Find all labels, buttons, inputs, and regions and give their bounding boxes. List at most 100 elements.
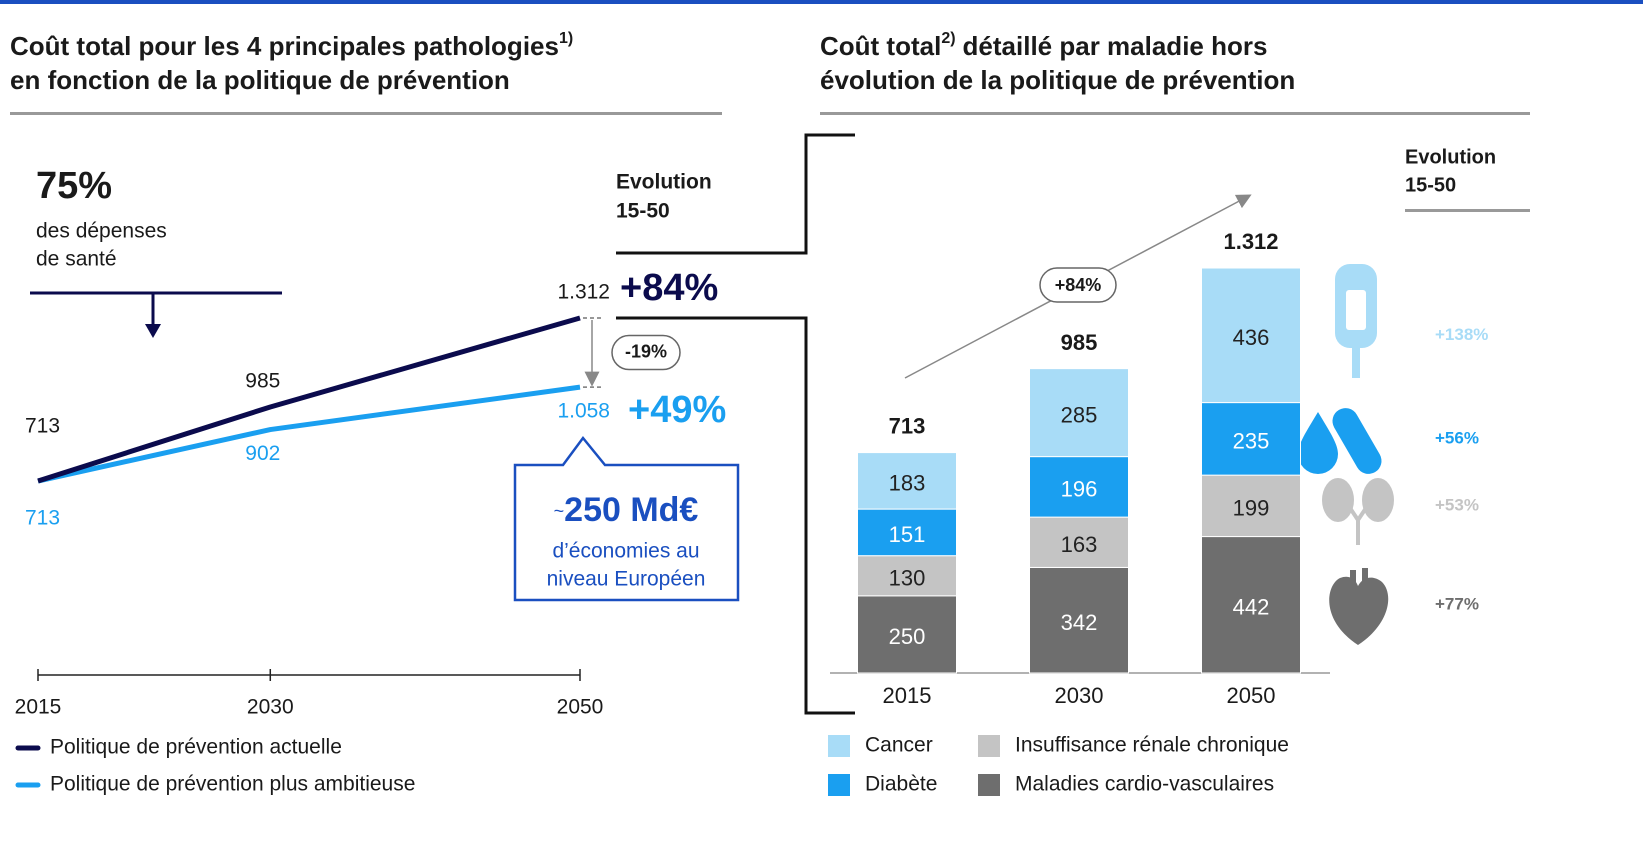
icon-shape [1352,348,1360,378]
segment-label: 285 [1061,402,1098,427]
segment-label: 250 [889,624,926,649]
growth-label: +56% [1435,428,1479,447]
gap-label: -19% [625,341,667,361]
savings-text: niveau Européen [547,568,706,591]
bar-segment [1201,402,1301,476]
title-footnote: 2) [941,30,955,47]
title-text: Coût total [820,31,941,61]
legend-label: Insuffisance rénale chronique [1015,734,1289,757]
bar-segment [857,452,957,510]
bar-segment [1029,368,1129,458]
total-label: 713 [889,414,926,439]
bar-segment [1201,267,1301,404]
top-rule [0,0,1643,4]
chart-subtitle: évolution de la politique de prévention [820,65,1295,95]
bar-segment [1029,566,1129,674]
segment-label: 436 [1233,325,1270,350]
legend-swatch [978,735,1000,757]
icon-shape [1350,570,1356,584]
icon-shape [1346,290,1366,330]
bar-segment [1029,456,1129,518]
title-text: Coût total pour les 4 principales pathol… [10,31,559,61]
bar-segment [1201,536,1301,674]
icon-shape [1329,576,1389,645]
legend-label: Politique de prévention plus ambitieuse [50,773,415,796]
savings-value: ~250 Md€ [554,491,699,529]
savings-callout [513,435,740,602]
bar-segment [857,595,957,674]
line-series [37,315,581,484]
share-text: des dépenses [36,220,167,243]
segment-label: 235 [1233,429,1270,454]
bracket [616,316,855,715]
heart-icon [1329,568,1389,645]
trend-label: +84% [1055,275,1102,295]
total-label: 1.312 [1223,229,1278,254]
value-label: 1.058 [557,400,610,423]
segment-label: 196 [1061,477,1098,502]
evolution-title: 15-50 [1405,174,1456,196]
growth-label: +49% [628,389,726,431]
glucose-icon [1335,264,1377,378]
trend-oval [1039,267,1117,303]
icon-shape [1332,408,1382,474]
x-tick-label: 2030 [247,696,294,719]
evolution-title: Evolution [1405,146,1496,168]
icon-shape [1362,478,1394,522]
growth-label: +84% [620,267,718,309]
chart-title: Coût total pour les 4 principales pathol… [10,30,573,61]
value-label: 1.312 [557,281,610,304]
legend-swatch [828,774,850,796]
icon-shape [1346,503,1370,545]
icon-shape [1298,412,1338,474]
savings-amount: 250 Md€ [564,491,698,529]
title-footnote: 1) [559,30,573,47]
kidney-icon [1322,478,1394,545]
evolution-title: Evolution [616,171,712,194]
legend-label: Politique de prévention actuelle [50,736,342,759]
chart-subtitle: en fonction de la politique de préventio… [10,65,510,95]
legend-swatch [978,774,1000,796]
value-label: 902 [245,442,280,465]
share-text: de santé [36,248,117,271]
value-label: 713 [25,415,60,438]
legend-label: Maladies cardio-vasculaires [1015,773,1274,796]
growth-label: +53% [1435,495,1479,514]
x-tick-label: 2015 [883,683,932,708]
x-tick-label: 2030 [1055,683,1104,708]
value-label: 713 [25,507,60,530]
evolution-rule [1405,209,1530,212]
share-value: 75% [36,165,112,207]
chart-title: Coût total2) détaillé par maladie hors [820,30,1267,61]
segment-label: 130 [889,566,926,591]
growth-label: +138% [1435,325,1488,344]
diabetes-icon [1298,408,1382,474]
segment-label: 183 [889,471,926,496]
legend-swatch [828,735,850,757]
growth-label: +77% [1435,594,1479,613]
total-label: 985 [1061,330,1098,355]
segment-label: 163 [1061,532,1098,557]
segment-label: 199 [1233,496,1270,521]
evolution-title: 15-50 [616,200,670,223]
title-rule [820,112,1530,115]
title-rule [10,112,722,115]
bracket [616,133,855,255]
x-tick-label: 2050 [1227,683,1276,708]
savings-text: d’économies au [552,540,699,563]
line-series [37,384,581,484]
segment-label: 342 [1061,610,1098,635]
icon-shape [1362,568,1368,584]
savings-prefix: ~ [554,501,565,521]
gap-oval [611,334,681,371]
segment-label: 442 [1233,595,1270,620]
icon-shape [1322,478,1354,522]
title-text: détaillé par maladie hors [963,31,1268,61]
bar-segment [1029,516,1129,568]
segment-label: 151 [889,522,926,547]
x-tick-label: 2015 [15,696,62,719]
legend-label: Diabète [865,773,937,796]
legend-label: Cancer [865,734,933,757]
value-label: 985 [245,370,280,393]
